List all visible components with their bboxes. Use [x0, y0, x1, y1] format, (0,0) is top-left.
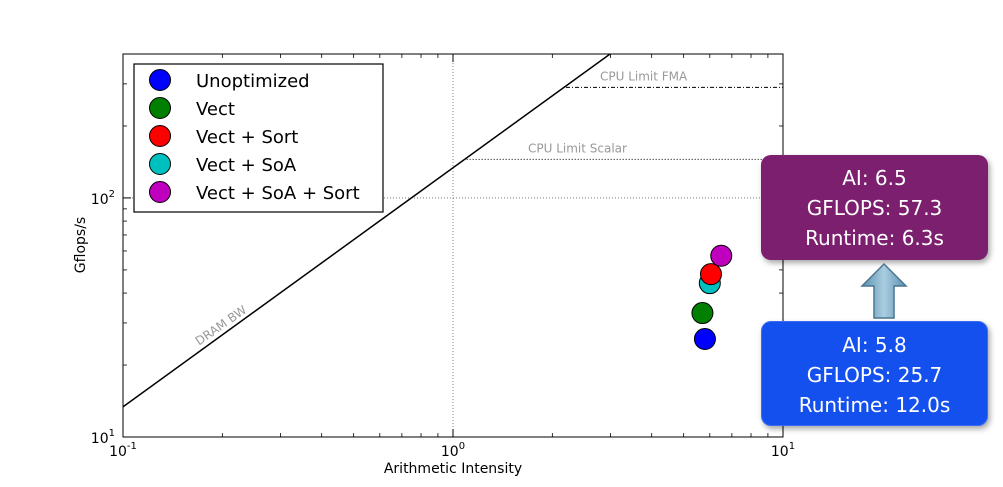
dram-bw-roofline	[123, 54, 611, 408]
x-tick-label: 100	[441, 441, 465, 460]
data-point-1	[691, 302, 714, 325]
legend: Unoptimized Vect Vect + Sort Vect + SoA Vect…	[133, 63, 384, 213]
optimized-runtime-text: Runtime: 6.3s	[805, 226, 944, 250]
data-point-0	[693, 327, 716, 350]
data-point-4	[710, 244, 733, 267]
optimized-callout: AI: 6.5 GFLOPS: 57.3 Runtime: 6.3s	[761, 155, 988, 260]
baseline-runtime-text: Runtime: 12.0s	[798, 393, 951, 417]
data-point-2	[699, 263, 722, 286]
optimized-ai-text: AI: 6.5	[842, 166, 907, 190]
legend-marker	[149, 69, 171, 91]
roofline-layer	[123, 54, 783, 408]
legend-marker	[149, 153, 171, 175]
legend-marker	[149, 97, 171, 119]
x-tick-label: 101	[771, 441, 795, 460]
grid-layer	[123, 54, 783, 437]
baseline-ai-text: AI: 5.8	[842, 333, 907, 357]
legend-label: Vect + Sort	[196, 127, 298, 148]
cpu-scalar-label: CPU Limit Scalar	[528, 141, 627, 155]
legend-label: Unoptimized	[196, 71, 310, 92]
legend-label: Vect + SoA + Sort	[196, 183, 360, 204]
legend-box	[133, 63, 384, 213]
cpu-fma-label: CPU Limit FMA	[600, 69, 688, 83]
x-tick-label: 10-1	[109, 441, 137, 460]
legend-marker	[149, 181, 171, 203]
up-arrow-icon	[860, 262, 908, 319]
y-tick-label: 102	[91, 189, 115, 208]
point-layer	[691, 244, 733, 350]
y-axis-label: Gflops/s	[73, 217, 89, 273]
baseline-callout: AI: 5.8 GFLOPS: 25.7 Runtime: 12.0s	[761, 321, 988, 426]
x-axis-label: Arithmetic Intensity	[384, 461, 522, 477]
legend-label: Vect	[196, 99, 235, 120]
legend-label: Vect + SoA	[196, 155, 297, 176]
optimized-gflops-text: GFLOPS: 57.3	[806, 196, 943, 220]
legend-marker	[149, 125, 171, 147]
baseline-gflops-text: GFLOPS: 25.7	[806, 363, 943, 387]
dram-bw-label: DRAM BW	[193, 303, 250, 348]
